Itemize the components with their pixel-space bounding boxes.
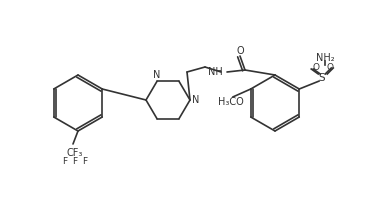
Text: F: F xyxy=(62,157,68,166)
Text: O: O xyxy=(313,63,320,73)
Text: NH: NH xyxy=(208,67,223,77)
Text: S: S xyxy=(318,73,324,83)
Text: N: N xyxy=(153,70,161,80)
Text: CF₃: CF₃ xyxy=(67,148,83,158)
Text: O: O xyxy=(327,63,334,73)
Text: F: F xyxy=(72,157,77,166)
Text: NH₂: NH₂ xyxy=(316,53,335,63)
Text: O: O xyxy=(236,46,244,56)
Text: F: F xyxy=(83,157,88,166)
Text: N: N xyxy=(192,95,200,105)
Text: H₃CO: H₃CO xyxy=(218,97,244,107)
